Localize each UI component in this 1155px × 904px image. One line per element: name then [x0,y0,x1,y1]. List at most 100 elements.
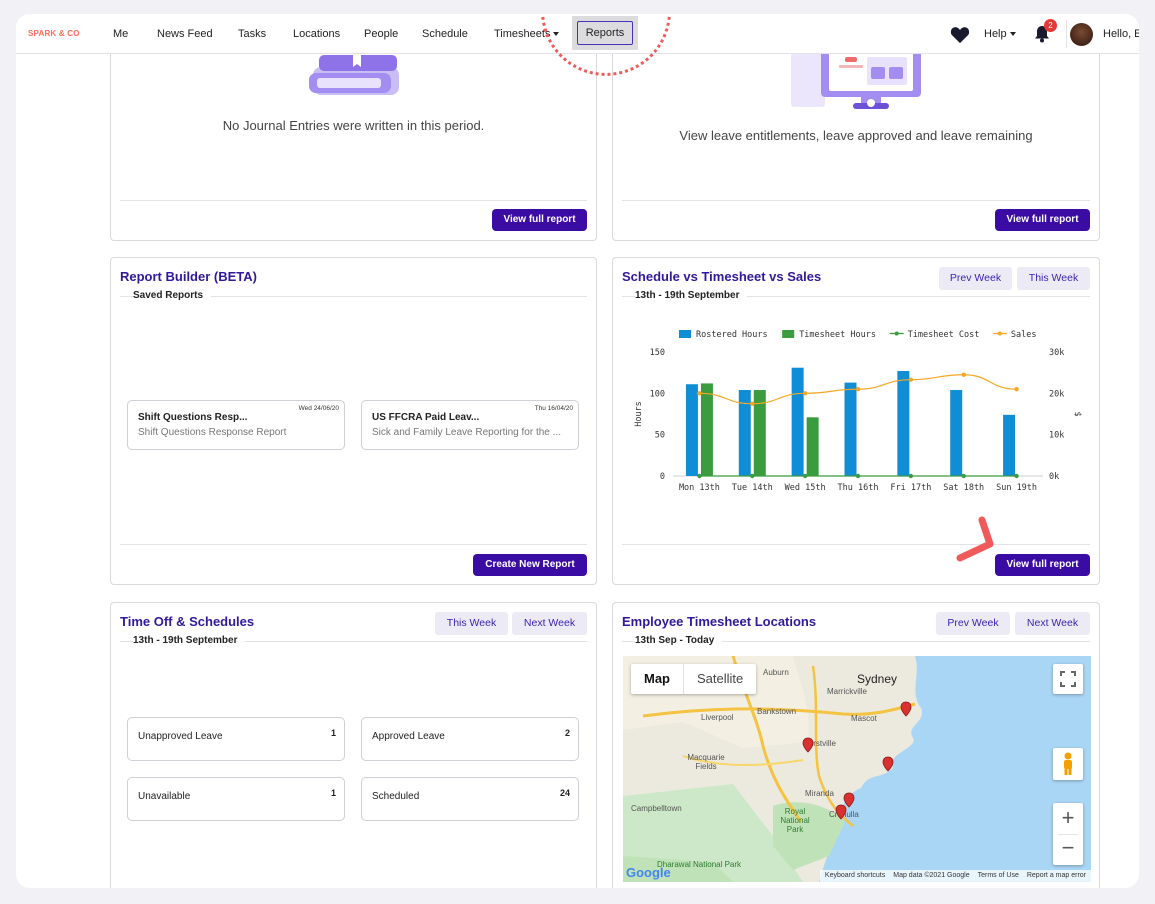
prev-week-button[interactable]: Prev Week [939,267,1012,290]
nav-timesheets[interactable]: Timesheets [494,28,560,40]
unapproved-leave-card[interactable]: Unapproved Leave 1 [127,717,345,761]
saved-report-date: Thu 16/04/20 [534,405,573,412]
saved-report-title: Shift Questions Resp... [138,412,248,423]
report-map-error-link[interactable]: Report a map error [1026,872,1086,879]
zoom-in-button[interactable]: + [1061,805,1075,830]
series-point [750,473,755,479]
zoom-out-button[interactable]: − [1061,835,1075,860]
bar [806,417,819,476]
locations-map[interactable]: Sydney Auburn Bankstown Marrickville Mas… [623,656,1091,882]
schedule-view-full-report-button[interactable]: View full report [995,554,1090,576]
y2-tick-label: 0k [1049,472,1059,482]
map-place-label: Campbelltown [631,804,682,813]
zoom-control: + − [1053,803,1083,865]
series-point [908,377,914,382]
y-tick-label: 150 [650,348,665,358]
bar [844,382,857,476]
y2-tick-label: 10k [1049,431,1064,441]
series-point [697,391,702,396]
this-week-button[interactable]: This Week [1017,267,1090,290]
unavailable-card[interactable]: Unavailable 1 [127,777,345,821]
google-logo: Google [626,865,671,880]
journal-view-full-report-button[interactable]: View full report [492,209,587,231]
legend-swatch [894,331,899,336]
nav-reports[interactable]: Reports [577,21,633,45]
x-tick-label: Fri 17th [890,483,931,493]
next-week-button[interactable]: Next Week [512,612,587,635]
avatar[interactable] [1070,23,1093,46]
saved-report-description: Shift Questions Response Report [138,427,287,438]
stat-label: Unapproved Leave [138,731,223,742]
x-tick-label: Wed 15th [785,483,826,493]
y2-axis-label: $ [1072,411,1082,416]
nav-tasks[interactable]: Tasks [238,28,267,40]
bar [685,384,698,476]
legend-swatch [679,330,691,338]
scheduled-card[interactable]: Scheduled 24 [361,777,579,821]
map-place-label: Macquarie Fields [687,753,725,771]
x-tick-label: Sat 18th [943,483,984,493]
divider [1058,834,1078,835]
map-type-satellite-button[interactable]: Satellite [697,671,744,686]
saved-report-card[interactable]: Thu 16/04/20 US FFCRA Paid Leav... Sick … [361,400,579,450]
map-place-label: Mascot [851,714,877,723]
legend-label: Sales [1011,330,1037,340]
x-tick-label: Tue 14th [732,483,773,493]
map-land [623,656,923,882]
bar [897,371,910,476]
time-off-card: Time Off & Schedules This Week Next Week… [110,602,597,888]
prev-week-button[interactable]: Prev Week [936,612,1010,635]
nav-me[interactable]: Me [113,28,129,40]
time-off-title: Time Off & Schedules [120,614,255,629]
pegman-icon [1064,752,1072,775]
terms-of-use-link[interactable]: Terms of Use [977,872,1019,879]
nav-divider [1066,20,1067,48]
series-point [697,473,702,479]
help-menu[interactable]: Help [984,28,1016,40]
series-point [855,473,861,479]
next-week-button[interactable]: Next Week [1015,612,1090,635]
saved-report-title: US FFCRA Paid Leav... [372,412,480,423]
series-point [855,387,861,392]
x-tick-label: Thu 16th [838,483,879,493]
period-label: 13th - 19th September [133,635,246,646]
map-place-label: Liverpool [701,713,734,722]
nav-locations[interactable]: Locations [293,28,341,40]
period-label: 13th - 19th September [635,290,748,301]
map-place-label: Royal National Park [780,807,810,834]
nav-news-feed[interactable]: News Feed [157,28,213,40]
divider [622,641,1090,642]
legend-label: Rostered Hours [696,330,768,340]
x-tick-label: Mon 13th [679,483,720,493]
leave-view-full-report-button[interactable]: View full report [995,209,1090,231]
divider [622,296,1090,297]
street-view-pegman[interactable] [1053,748,1083,780]
stat-count: 2 [564,728,570,738]
this-week-button[interactable]: This Week [435,612,508,635]
approved-leave-card[interactable]: Approved Leave 2 [361,717,579,761]
map-place-label: Bankstown [757,707,797,716]
nav-schedule[interactable]: Schedule [422,28,468,40]
divider [683,664,684,694]
user-greeting[interactable]: Hello, E [1103,28,1139,40]
leave-card: View leave entitlements, leave approved … [612,34,1100,241]
locations-title: Employee Timesheet Locations [622,614,817,629]
brand-logo[interactable]: SPARK & CO [28,29,80,38]
computer-illustration [791,45,921,109]
nav-people[interactable]: People [364,28,399,40]
saved-report-card[interactable]: Wed 24/06/20 Shift Questions Resp... Shi… [127,400,345,450]
nav-timesheets-label: Timesheets [494,28,551,40]
map-type-map-button[interactable]: Map [644,671,670,686]
map-place-label: Auburn [763,668,789,677]
bar [950,390,963,476]
series-point [961,372,966,377]
fullscreen-button[interactable] [1053,664,1083,694]
report-builder-card: Report Builder (BETA) Saved Reports Wed … [110,257,597,585]
schedule-chart-title: Schedule vs Timesheet vs Sales [622,269,822,284]
create-new-report-button[interactable]: Create New Report [473,554,587,576]
legend-swatch [782,330,795,338]
period-label: 13th Sep - Today [635,635,723,646]
keyboard-shortcuts-link[interactable]: Keyboard shortcuts [824,872,886,879]
heart-icon[interactable] [950,26,970,44]
divider [120,296,587,297]
